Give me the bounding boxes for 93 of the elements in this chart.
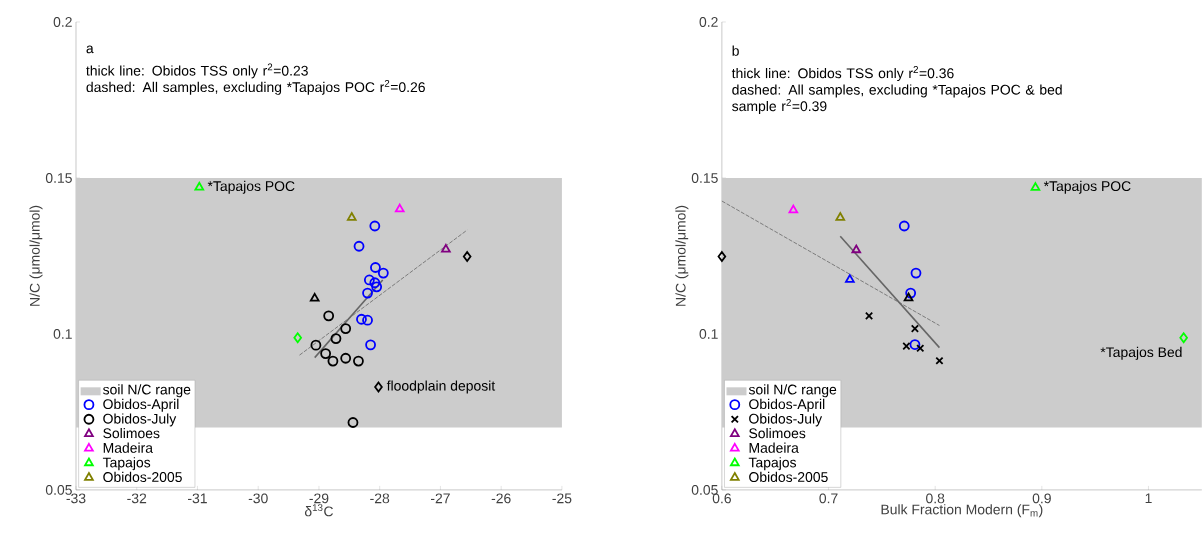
- x-tick-label: 0.9: [1032, 493, 1051, 504]
- legend-label: Obidos-July: [103, 413, 177, 427]
- x-tick-label: 0.6: [712, 493, 731, 504]
- point: [377, 267, 389, 279]
- legend-label: Obidos-2005: [749, 471, 828, 483]
- point: [374, 381, 383, 393]
- point: [310, 339, 322, 351]
- annotation: thick line: Obidos TSS only r$^{2}$=0.23: [86, 63, 308, 79]
- legend-label: Solimoes: [749, 428, 806, 439]
- y-tick-label: 0.15: [691, 173, 718, 183]
- annotation: b: [732, 45, 739, 56]
- y-tick-label: 0.05: [45, 485, 72, 495]
- point: [362, 314, 373, 326]
- point: [898, 220, 910, 232]
- legend-label: Solimoes: [103, 428, 160, 439]
- point: [371, 281, 383, 293]
- x-tick-label: -31: [188, 493, 207, 504]
- x-tick-label: 1: [1145, 493, 1152, 504]
- y-tick-label: 0.05: [691, 485, 718, 495]
- x-tick-label: -25: [552, 493, 572, 504]
- x-tick-label: -32: [127, 493, 147, 504]
- x-tick-label: 0.8: [926, 493, 945, 504]
- point: [1030, 182, 1041, 191]
- x-tick-label: -28: [370, 493, 390, 504]
- x-tick-label: 0.7: [819, 493, 838, 504]
- annotation: thick line: Obidos TSS only r$^{2}$=0.36: [731, 66, 954, 82]
- point: [910, 267, 922, 279]
- point: [309, 293, 320, 302]
- point: [835, 212, 846, 221]
- y-tick-label: 0.15: [45, 173, 72, 183]
- point: [845, 274, 855, 283]
- point: [788, 204, 799, 214]
- y-tick-label: 0.2: [699, 17, 718, 27]
- y-tick-label: 0.1: [699, 329, 718, 339]
- y-tick-label: 0.1: [53, 329, 72, 339]
- annotation: dashed: All samples, excluding *Tapajos POC r$^{2}$=0.26: [86, 79, 425, 95]
- point: [903, 292, 914, 302]
- y-axis-title: N/C (μmol/μmol): [675, 205, 689, 306]
- point: [293, 332, 302, 344]
- y-tick-label: 0.2: [53, 17, 72, 27]
- x-axis-title: Bulk Fraction Modern (F$_{m}$): [881, 504, 1043, 518]
- point: [370, 262, 381, 273]
- point: [362, 287, 373, 299]
- legend-label: Obidos-April: [749, 398, 825, 412]
- x-tick-label: -30: [248, 493, 268, 504]
- point: [369, 277, 381, 289]
- point: [394, 203, 405, 213]
- annotation: dashed: All samples, excluding *Tapajos POC & bed sample r$^{2}$=0.39: [732, 84, 1062, 114]
- point: [327, 355, 339, 367]
- point: [1179, 332, 1188, 344]
- point: [864, 311, 874, 320]
- point: [340, 352, 352, 364]
- legend-label: Obidos-July: [749, 413, 823, 427]
- point: [194, 181, 205, 191]
- x-axis-title: δ$^{13}$C: [304, 504, 334, 517]
- point: [356, 313, 367, 325]
- point: [323, 310, 335, 322]
- point: [902, 342, 911, 351]
- point: [909, 339, 921, 350]
- point: [320, 348, 332, 360]
- point: [340, 323, 352, 335]
- legend-label: Madeira: [103, 442, 153, 453]
- legend-label: Obidos-2005: [103, 471, 182, 483]
- annotation: *Tapajos POC: [207, 180, 295, 194]
- point: [346, 212, 357, 221]
- point: [441, 244, 451, 253]
- x-tick-label: -27: [430, 493, 450, 504]
- annotation: a: [86, 45, 94, 54]
- x-tick-label: -26: [491, 493, 511, 504]
- point: [353, 355, 364, 367]
- point: [462, 251, 472, 263]
- legend-label: Obidos-April: [103, 398, 179, 412]
- point: [330, 333, 342, 345]
- annotation: *Tapajos Bed: [1100, 346, 1182, 360]
- annotation: *Tapajos POC: [1043, 180, 1131, 194]
- point: [369, 220, 381, 232]
- legend-label: Tapajos: [748, 457, 797, 471]
- point: [935, 356, 944, 365]
- point: [717, 251, 727, 263]
- point: [905, 287, 917, 299]
- x-tick-label: -29: [309, 493, 329, 504]
- y-axis-title: N/C (μmol/μmol): [29, 205, 43, 306]
- point: [353, 240, 365, 252]
- point: [347, 417, 359, 428]
- x-tick-label: -33: [66, 493, 86, 504]
- band-label: soil N/C range: [103, 384, 191, 398]
- band-label: soil N/C range: [748, 384, 837, 398]
- point: [851, 244, 862, 254]
- annotation: floodplain deposit: [386, 380, 496, 394]
- point: [365, 339, 376, 351]
- point: [363, 274, 375, 286]
- legend-label: Tapajos: [102, 457, 151, 471]
- legend-label: Madeira: [749, 442, 799, 453]
